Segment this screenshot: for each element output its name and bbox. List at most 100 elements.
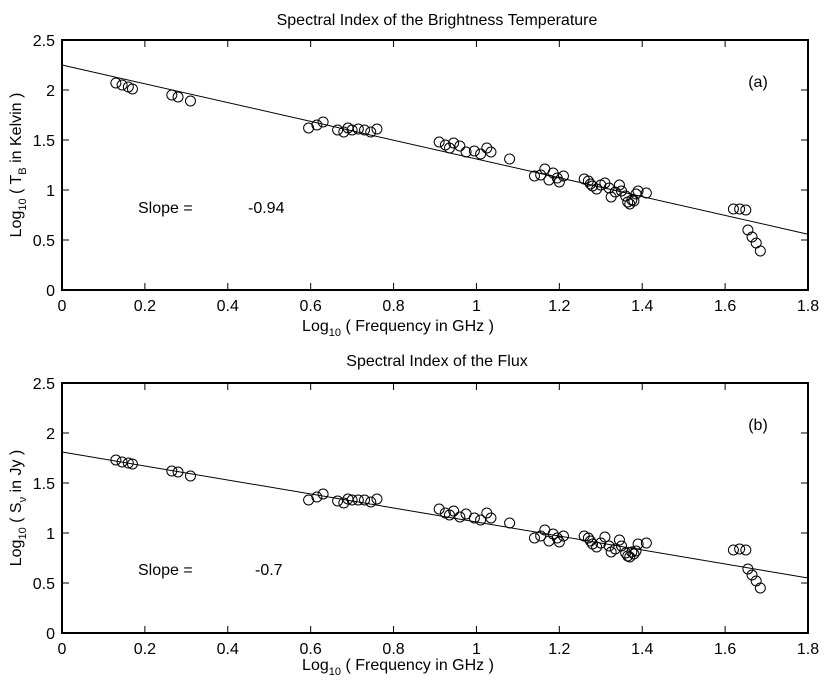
data-point xyxy=(557,530,569,542)
data-point xyxy=(365,496,377,508)
data-point xyxy=(184,95,196,107)
data-point xyxy=(632,185,644,197)
data-point xyxy=(640,187,652,199)
data-point xyxy=(338,497,350,509)
fit-line xyxy=(61,64,809,235)
x-axis-label: Log10 ( Frequency in GHz ) xyxy=(302,657,494,678)
y-tick-label: 2.5 xyxy=(33,33,55,50)
data-point xyxy=(630,545,642,557)
plot-frame xyxy=(61,382,809,634)
data-point xyxy=(448,505,460,517)
data-point xyxy=(599,531,611,543)
x-tick-label: 0 xyxy=(58,298,67,315)
x-tick-label: 1.2 xyxy=(548,298,570,315)
panel-flux: Spectral Index of the Flux 0 0.2 0.4 0.6 0.8… xyxy=(8,353,819,678)
data-point xyxy=(468,145,480,157)
data-point xyxy=(475,514,487,526)
x-tick-label: 0 xyxy=(58,641,67,658)
data-point xyxy=(448,137,460,149)
data-point xyxy=(632,538,644,550)
data-point xyxy=(371,493,383,505)
chart-title: Spectral Index of the Brightness Tempera… xyxy=(277,12,598,29)
chart-title: Spectral Index of the Flux xyxy=(346,353,527,370)
y-tick-label: 1.5 xyxy=(33,133,55,150)
data-point xyxy=(346,124,358,136)
x-tick-label: 1.2 xyxy=(548,641,570,658)
data-point xyxy=(317,116,329,128)
x-tick-label: 0.6 xyxy=(300,641,322,658)
data-point xyxy=(742,563,754,575)
data-point xyxy=(460,146,472,158)
slope-label: Slope = xyxy=(138,562,193,579)
x-tick-label: 0.8 xyxy=(382,298,404,315)
data-point xyxy=(595,537,607,549)
x-tick-label: 0.6 xyxy=(300,298,322,315)
data-point xyxy=(365,126,377,138)
data-point xyxy=(626,194,638,206)
data-point xyxy=(626,546,638,558)
data-point xyxy=(746,231,758,243)
data-point xyxy=(166,89,178,101)
data-point xyxy=(740,544,752,556)
data-point xyxy=(311,119,323,131)
panel-brightness-temperature: Spectral Index of the Brightness Tempera… xyxy=(8,12,819,339)
data-point xyxy=(613,179,625,191)
y-axis-label: Log10 ( Sν in Jy ) xyxy=(8,450,29,566)
data-point xyxy=(727,544,739,556)
data-point xyxy=(475,148,487,160)
data-point xyxy=(553,536,565,548)
data-point xyxy=(740,204,752,216)
data-point xyxy=(584,535,596,547)
data-point xyxy=(591,541,603,553)
data-point xyxy=(628,548,640,560)
plot-frame xyxy=(61,39,809,291)
data-point xyxy=(734,543,746,555)
data-point xyxy=(444,509,456,521)
data-point xyxy=(433,136,445,148)
data-point xyxy=(303,122,315,134)
data-point xyxy=(352,123,364,135)
data-point xyxy=(628,195,640,207)
data-point xyxy=(332,124,344,136)
x-tick-label: 1.8 xyxy=(797,641,819,658)
y-tick-label: 0 xyxy=(46,283,55,300)
data-point xyxy=(504,153,516,165)
data-point xyxy=(172,91,184,103)
data-point xyxy=(126,83,138,95)
data-point xyxy=(433,503,445,515)
data-point xyxy=(640,537,652,549)
axis-ticks: 0 0.2 0.4 0.6 0.8 1 1.2 1.4 1.6 1.8 0 0.5 1 1.5 2 2.5 xyxy=(33,33,819,315)
x-tick-label: 1.4 xyxy=(631,641,653,658)
data-point xyxy=(303,494,315,506)
data-point xyxy=(332,495,344,507)
x-tick-label: 1 xyxy=(472,641,481,658)
data-point xyxy=(622,550,634,562)
data-point xyxy=(528,532,540,544)
data-points xyxy=(110,77,766,257)
data-point xyxy=(553,176,565,188)
data-point xyxy=(359,124,371,136)
data-point xyxy=(727,203,739,215)
data-point xyxy=(352,494,364,506)
data-point xyxy=(454,140,466,152)
y-tick-label: 0 xyxy=(46,626,55,643)
y-tick-label: 2.5 xyxy=(33,376,55,393)
data-point xyxy=(734,203,746,215)
y-tick-label: 0.5 xyxy=(33,576,55,593)
y-tick-label: 1 xyxy=(46,183,55,200)
data-point xyxy=(359,494,371,506)
x-tick-label: 0.4 xyxy=(217,298,239,315)
data-point xyxy=(126,458,138,470)
data-point xyxy=(338,126,350,138)
data-point xyxy=(603,182,615,194)
x-axis-label: Log10 ( Frequency in GHz ) xyxy=(302,318,494,339)
data-point xyxy=(620,547,632,559)
data-point xyxy=(371,123,383,135)
x-tick-label: 1.6 xyxy=(714,641,736,658)
x-tick-label: 0.4 xyxy=(217,641,239,658)
data-point xyxy=(535,169,547,181)
y-tick-label: 1 xyxy=(46,526,55,543)
data-point xyxy=(110,454,122,466)
data-point xyxy=(454,511,466,523)
